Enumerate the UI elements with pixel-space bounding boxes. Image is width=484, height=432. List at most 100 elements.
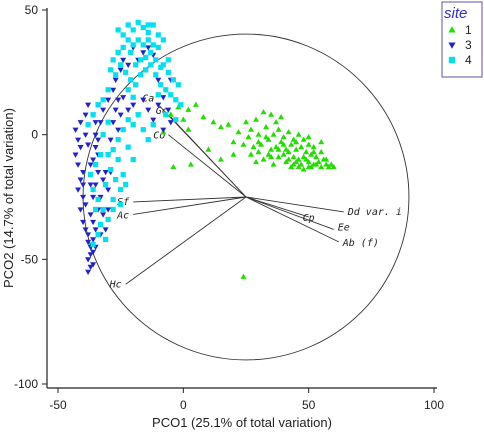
site-1-point	[298, 143, 305, 150]
site-1-point	[273, 119, 280, 125]
site-3-point	[77, 177, 84, 183]
site-4-point	[85, 122, 91, 128]
site-3-point	[140, 97, 147, 103]
vector-line	[133, 196, 247, 215]
legend-marker-4	[448, 56, 456, 64]
site-4-point	[155, 32, 161, 38]
data-points	[72, 19, 337, 279]
site-4-point	[98, 221, 104, 228]
site-1-point	[280, 151, 287, 157]
vector-label: Ca	[142, 94, 154, 105]
site-4-point	[100, 132, 106, 138]
site-1-point	[245, 133, 252, 140]
site-1-point	[305, 141, 312, 147]
site-1-point	[308, 163, 315, 170]
site-3-point	[105, 97, 112, 103]
y-axis-title: PCO2 (14.7% of total variation)	[1, 108, 16, 288]
vector-line	[245, 196, 309, 218]
site-4-point	[125, 87, 131, 93]
x-tick-label: 0	[180, 398, 187, 412]
site-4-point	[158, 82, 164, 88]
site-1-point	[255, 138, 262, 145]
site-4-point	[178, 102, 184, 108]
site-3-point	[145, 107, 152, 113]
site-1-point	[310, 148, 317, 155]
site-3-point	[92, 120, 99, 126]
site-4-point	[133, 82, 139, 88]
site-1-point	[263, 133, 270, 140]
site-1-point	[225, 121, 232, 127]
vector-label: Gc	[156, 106, 168, 117]
site-1-point	[268, 111, 275, 117]
site-4-point	[130, 42, 136, 48]
site-4-point	[145, 29, 151, 36]
site-4-point	[145, 22, 151, 28]
site-1-point	[185, 126, 192, 132]
site-3-point	[167, 120, 174, 126]
vector-label: Co	[153, 131, 165, 142]
legend-marker-1	[448, 26, 456, 33]
site-3-point	[87, 182, 94, 188]
site-1-point	[268, 146, 275, 152]
site-3-point	[120, 57, 127, 64]
site-4-point	[110, 206, 116, 213]
vector-line	[133, 196, 247, 203]
site-1-point	[170, 163, 177, 170]
legend-box	[441, 1, 483, 78]
site-4-point	[138, 57, 144, 63]
site-3-point	[120, 95, 127, 101]
site-1-point	[318, 138, 325, 145]
site-4-point	[113, 72, 119, 78]
site-3-point	[72, 152, 79, 158]
site-1-point	[270, 131, 277, 137]
site-1-point	[280, 133, 287, 140]
site-1-point	[303, 148, 310, 155]
site-4-point	[125, 117, 131, 123]
site-1-point	[278, 114, 285, 120]
site-3-point	[150, 117, 157, 123]
site-4-point	[100, 206, 106, 213]
site-3-point	[160, 95, 167, 101]
site-1-point	[293, 138, 300, 145]
site-1-point	[230, 151, 237, 157]
site-4-point	[150, 22, 156, 28]
site-1-point	[318, 163, 325, 170]
site-1-point	[192, 101, 199, 107]
site-3-point	[85, 232, 92, 238]
site-3-point	[90, 249, 97, 256]
site-4-point	[135, 112, 141, 118]
legend-label-4: 4	[465, 53, 472, 67]
site-3-point	[115, 127, 122, 133]
site-1-point	[250, 143, 257, 150]
site-1-point	[217, 156, 224, 162]
site-3-point	[117, 112, 124, 118]
site-4-point	[153, 72, 159, 78]
site-3-point	[80, 169, 87, 176]
site-3-point	[92, 182, 99, 188]
site-3-point	[112, 77, 119, 84]
site-3-point	[100, 177, 107, 183]
site-3-point	[72, 127, 79, 133]
site-3-point	[155, 77, 162, 84]
site-4-point	[175, 82, 181, 88]
site-1-point	[263, 123, 270, 130]
site-1-point	[278, 138, 285, 145]
site-1-point	[273, 143, 280, 150]
site-4-point	[103, 236, 109, 242]
site-3-point	[115, 97, 122, 103]
site-1-point	[293, 158, 300, 165]
site-1-point	[288, 163, 295, 170]
site-1-point	[323, 161, 330, 167]
site-3-point	[107, 137, 114, 143]
site-4-point	[87, 171, 94, 178]
site-3-point	[155, 102, 162, 108]
site-4-point	[108, 166, 114, 173]
site-4-point	[115, 157, 121, 163]
x-tick-label: -50	[49, 398, 67, 412]
site-3-point	[97, 120, 104, 126]
vector-line	[245, 196, 339, 243]
site-1-point	[268, 153, 275, 160]
site-4-point	[90, 112, 96, 118]
site-3-point	[140, 50, 147, 56]
